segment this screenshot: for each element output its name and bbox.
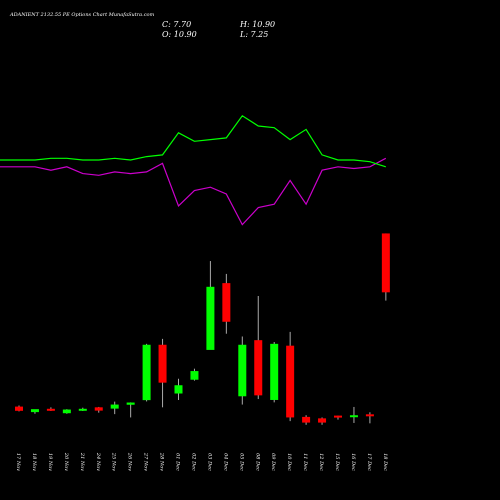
indicator-line-2 — [0, 114, 386, 168]
candle-body-up — [110, 404, 119, 409]
x-tick-label: 27 Nov — [143, 452, 149, 471]
candle — [46, 407, 55, 411]
candles — [15, 233, 390, 425]
candle — [365, 412, 374, 424]
candle — [286, 331, 295, 422]
candle — [158, 338, 167, 408]
candle — [270, 342, 279, 403]
x-tick-label: 16 Dec — [350, 453, 356, 471]
x-tick-label: 18 Dec — [382, 453, 388, 471]
high-label: H: 10.90 — [239, 20, 275, 29]
x-tick-label: 19 Nov — [47, 453, 53, 471]
candle — [238, 336, 247, 405]
candle-body-up — [62, 409, 71, 414]
x-tick-label: 20 Nov — [63, 452, 69, 471]
candle-body-up — [142, 344, 151, 401]
x-tick-label: 10 Dec — [286, 453, 292, 471]
candle-body-down — [222, 283, 231, 322]
candle-body-up — [30, 409, 39, 413]
candle — [15, 405, 23, 412]
x-axis-ticks: 17 Nov 18 Nov 19 Nov 20 Nov 21 Nov 24 Nov 25 N… — [15, 452, 388, 471]
candle — [142, 343, 151, 402]
x-tick-label: 15 Dec — [334, 453, 340, 471]
x-tick-label: 21 Nov — [79, 452, 85, 471]
candle — [190, 368, 199, 381]
candle — [349, 406, 358, 423]
candle-body-up — [349, 415, 358, 418]
x-tick-label: 11 Dec — [302, 453, 308, 471]
candle-body-down — [158, 344, 167, 383]
candle-body-down — [302, 416, 311, 423]
indicator-line-1 — [0, 157, 387, 226]
x-tick-label: 24 Nov — [95, 452, 101, 471]
candle — [30, 409, 39, 414]
candle — [110, 401, 119, 415]
candle — [334, 415, 342, 420]
candle-body-up — [190, 371, 199, 380]
candle-body-up — [238, 344, 247, 397]
x-tick-label: 17 Dec — [366, 453, 372, 471]
candle — [62, 409, 71, 414]
candle — [78, 407, 87, 411]
candle — [222, 273, 231, 334]
x-tick-label: 04 Dec — [222, 453, 228, 471]
candle — [206, 261, 215, 350]
open-label: O: 10.90 — [162, 30, 197, 39]
close-label: C: 7.70 — [162, 20, 191, 29]
candle — [254, 296, 263, 400]
candle — [381, 233, 390, 301]
candle — [174, 378, 183, 400]
candle — [302, 415, 311, 425]
indicator-lines — [0, 114, 387, 226]
candle-body-down — [46, 408, 55, 411]
candle-body-down — [286, 345, 295, 418]
candle — [318, 417, 327, 425]
candle-body-up — [78, 408, 87, 411]
x-tick-label: 03 Dec — [206, 453, 212, 471]
candle-body-down — [15, 406, 23, 411]
candle-body-down — [318, 418, 327, 423]
candle-body-up — [126, 402, 135, 405]
candle — [126, 402, 135, 418]
x-tick-label: 02 Dec — [190, 453, 196, 471]
x-tick-label: 09 Dec — [270, 453, 276, 471]
candle-body-down — [94, 407, 103, 411]
x-tick-label: 12 Dec — [318, 453, 324, 471]
candle-body-down — [381, 233, 390, 293]
x-tick-label: 08 Dec — [254, 453, 260, 471]
candle-body-down — [334, 415, 342, 418]
low-label: L: 7.25 — [239, 30, 268, 39]
candle — [94, 406, 103, 413]
x-tick-label: 17 Nov — [15, 453, 21, 471]
x-tick-label: 05 Dec — [238, 453, 244, 471]
x-tick-label: 25 Nov — [111, 452, 117, 471]
chart-title: ADANIENT 2132.55 PE Options Chart Munafa… — [9, 12, 155, 18]
candle-body-down — [365, 414, 374, 417]
candle-body-up — [270, 343, 279, 400]
candle-body-down — [254, 340, 263, 396]
candle-body-up — [174, 385, 183, 394]
x-tick-label: 01 Dec — [175, 453, 181, 471]
candle-body-up — [206, 286, 215, 350]
x-tick-label: 18 Nov — [31, 453, 37, 471]
x-tick-label: 28 Nov — [159, 452, 165, 471]
x-tick-label: 26 Nov — [127, 452, 133, 471]
